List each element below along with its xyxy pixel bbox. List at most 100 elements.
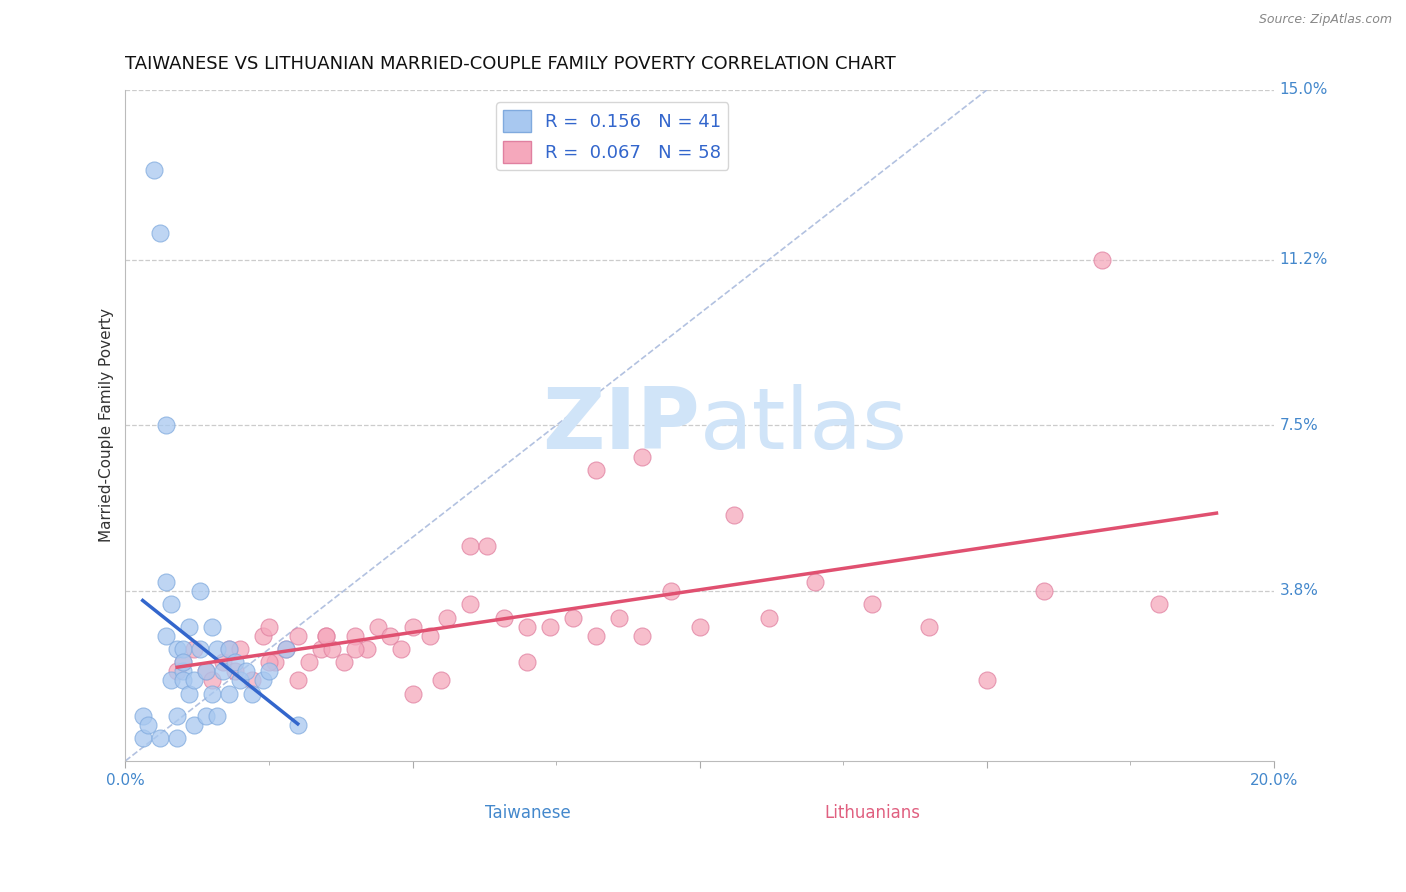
Point: [172, 673, 194, 688]
Point: [172, 656, 194, 670]
Point: [201, 620, 224, 634]
Point: [287, 673, 309, 688]
Point: [562, 611, 585, 625]
Point: [607, 611, 630, 625]
Point: [183, 673, 205, 688]
Point: [131, 709, 153, 723]
Text: 7.5%: 7.5%: [1279, 418, 1319, 433]
Point: [298, 656, 321, 670]
Point: [183, 718, 205, 732]
Point: [201, 687, 224, 701]
Point: [172, 665, 194, 679]
Text: Taiwanese: Taiwanese: [485, 805, 571, 822]
Point: [240, 673, 263, 688]
Point: [155, 574, 177, 589]
Point: [918, 620, 941, 634]
Point: [218, 687, 240, 701]
Point: [263, 656, 285, 670]
Point: [229, 673, 252, 688]
Text: 3.8%: 3.8%: [1279, 583, 1319, 599]
Point: [166, 709, 188, 723]
Point: [758, 611, 780, 625]
Point: [172, 642, 194, 657]
Point: [160, 597, 183, 611]
Point: [252, 629, 274, 643]
Point: [516, 656, 538, 670]
Point: [155, 418, 177, 433]
Point: [229, 642, 252, 657]
Point: [207, 642, 229, 657]
Point: [538, 620, 561, 634]
Point: [218, 642, 240, 657]
Point: [803, 574, 825, 589]
Text: Lithuanians: Lithuanians: [824, 805, 920, 822]
Point: [287, 629, 309, 643]
Point: [367, 620, 389, 634]
Text: 11.2%: 11.2%: [1279, 252, 1329, 268]
Point: [516, 620, 538, 634]
Point: [172, 656, 194, 670]
Point: [401, 620, 423, 634]
Point: [436, 611, 458, 625]
Point: [458, 597, 481, 611]
Point: [585, 463, 607, 477]
Point: [315, 629, 337, 643]
Point: [309, 642, 332, 657]
Point: [212, 656, 235, 670]
Point: [458, 539, 481, 553]
Point: [149, 226, 172, 240]
Point: [194, 665, 217, 679]
Point: [689, 620, 711, 634]
Point: [207, 709, 229, 723]
Point: [585, 629, 607, 643]
Point: [166, 731, 188, 746]
Text: atlas: atlas: [700, 384, 908, 467]
Point: [183, 642, 205, 657]
Point: [860, 597, 883, 611]
Point: [430, 673, 453, 688]
Text: 15.0%: 15.0%: [1279, 82, 1329, 97]
Point: [188, 583, 211, 598]
Point: [155, 629, 177, 643]
Point: [257, 656, 280, 670]
Point: [138, 718, 160, 732]
Point: [235, 665, 257, 679]
Point: [389, 642, 412, 657]
Point: [494, 611, 516, 625]
Point: [252, 673, 274, 688]
Point: [257, 665, 280, 679]
Point: [659, 583, 682, 598]
Point: [188, 642, 211, 657]
Point: [224, 665, 246, 679]
Point: [166, 642, 188, 657]
Point: [194, 665, 217, 679]
Point: [131, 731, 153, 746]
Point: [321, 642, 343, 657]
Point: [378, 629, 401, 643]
Point: [332, 656, 354, 670]
Y-axis label: Married-Couple Family Poverty: Married-Couple Family Poverty: [100, 309, 114, 542]
Point: [287, 718, 309, 732]
Point: [401, 687, 423, 701]
Text: Source: ZipAtlas.com: Source: ZipAtlas.com: [1258, 13, 1392, 27]
Point: [419, 629, 441, 643]
Point: [276, 642, 298, 657]
Point: [177, 620, 200, 634]
Point: [149, 731, 172, 746]
Text: TAIWANESE VS LITHUANIAN MARRIED-COUPLE FAMILY POVERTY CORRELATION CHART: TAIWANESE VS LITHUANIAN MARRIED-COUPLE F…: [125, 55, 896, 73]
Point: [344, 629, 367, 643]
Text: ZIP: ZIP: [541, 384, 700, 467]
Point: [212, 665, 235, 679]
Point: [177, 687, 200, 701]
Point: [477, 539, 499, 553]
Point: [257, 620, 280, 634]
Point: [631, 450, 654, 464]
Point: [240, 687, 263, 701]
Point: [224, 656, 246, 670]
Point: [723, 508, 745, 522]
Point: [201, 673, 224, 688]
Legend: R =  0.156   N = 41, R =  0.067   N = 58: R = 0.156 N = 41, R = 0.067 N = 58: [496, 103, 728, 169]
Point: [276, 642, 298, 657]
Point: [1033, 583, 1056, 598]
Point: [344, 642, 367, 657]
